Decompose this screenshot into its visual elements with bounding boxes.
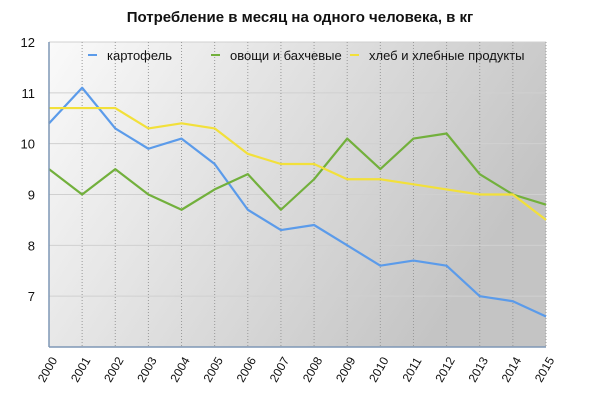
series-line-1 bbox=[48, 86, 547, 318]
y-tick-label: 12 bbox=[21, 35, 35, 50]
series-line-2 bbox=[48, 132, 547, 211]
series-line-3 bbox=[49, 106, 547, 221]
x-tick-label: 2009 bbox=[333, 354, 359, 384]
x-tick-label: 2003 bbox=[134, 354, 160, 384]
x-tick-label: 2008 bbox=[300, 354, 326, 384]
x-tick-label: 2010 bbox=[366, 354, 392, 384]
x-tick-label: 2006 bbox=[234, 354, 260, 384]
chart-title: Потребление в месяц на одного человека, … bbox=[126, 9, 474, 26]
x-tick-label: 2004 bbox=[167, 354, 193, 384]
x-tick-label: 2001 bbox=[68, 354, 94, 384]
y-tick-label: 11 bbox=[22, 86, 36, 101]
legend-label: картофель bbox=[107, 48, 172, 63]
x-tick-label: 2012 bbox=[432, 354, 458, 384]
x-tick-label: 2013 bbox=[466, 354, 492, 384]
x-tick-label: 2011 bbox=[399, 355, 424, 385]
y-tick-label: 9 bbox=[28, 188, 35, 203]
x-tick-label: 2015 bbox=[532, 354, 558, 384]
legend-label: овощи и бахчевые bbox=[230, 48, 342, 63]
y-tick-label: 7 bbox=[28, 289, 35, 304]
y-tick-label: 8 bbox=[28, 238, 35, 253]
x-tick-label: 2005 bbox=[200, 354, 226, 384]
x-tick-label: 2000 bbox=[35, 354, 61, 384]
x-tick-label: 2014 bbox=[499, 354, 525, 384]
x-tick-label: 2002 bbox=[101, 354, 127, 384]
x-tick-label: 2007 bbox=[267, 354, 293, 384]
y-tick-label: 10 bbox=[21, 137, 35, 152]
legend-label: хлеб и хлебные продукты bbox=[369, 48, 525, 63]
